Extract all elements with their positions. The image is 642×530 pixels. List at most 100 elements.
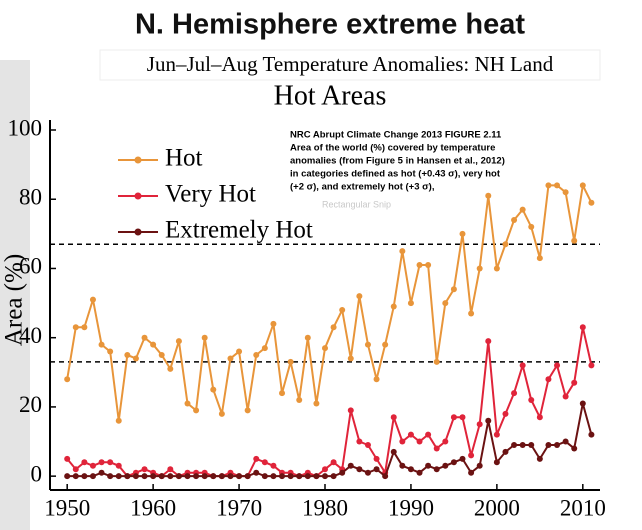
data-point — [511, 390, 518, 397]
data-point — [304, 334, 311, 341]
data-point — [459, 230, 466, 237]
data-point — [450, 459, 457, 466]
data-point — [261, 345, 268, 352]
data-point — [450, 286, 457, 293]
x-tick-label: 2010 — [560, 495, 606, 520]
data-point — [459, 414, 466, 421]
data-point — [390, 414, 397, 421]
data-point — [64, 473, 71, 480]
data-point — [339, 469, 346, 476]
data-point — [399, 462, 406, 469]
data-point — [485, 338, 492, 345]
x-tick-label: 1980 — [302, 495, 348, 520]
data-point — [364, 341, 371, 348]
data-point — [81, 324, 88, 331]
data-point — [493, 265, 500, 272]
data-point — [399, 438, 406, 445]
data-point — [502, 241, 509, 248]
data-point — [476, 421, 483, 428]
data-point — [141, 334, 148, 341]
data-point — [571, 237, 578, 244]
data-point — [64, 376, 71, 383]
legend-marker — [134, 156, 142, 164]
data-point — [493, 431, 500, 438]
data-point — [364, 442, 371, 448]
data-point — [347, 355, 354, 362]
data-point — [89, 462, 96, 469]
data-point — [407, 431, 414, 438]
data-point — [330, 473, 337, 480]
data-point — [261, 473, 268, 480]
data-point — [485, 192, 492, 199]
data-point — [545, 442, 552, 448]
y-axis-label: Area (%) — [1, 254, 28, 346]
data-point — [236, 473, 243, 480]
data-point — [399, 248, 406, 255]
data-point — [390, 303, 397, 310]
data-point — [218, 473, 225, 480]
overlay-text: Rectangular Snip — [322, 199, 391, 209]
x-tick-label: 1970 — [216, 495, 262, 520]
data-point — [347, 407, 354, 414]
note-line: NRC Abrupt Climate Change 2013 FIGURE 2.… — [290, 130, 502, 141]
data-point — [459, 455, 466, 462]
data-point — [270, 320, 277, 327]
data-point — [244, 407, 251, 414]
data-point — [296, 397, 303, 403]
data-point — [347, 462, 354, 469]
data-point — [562, 393, 569, 400]
data-point — [442, 462, 449, 469]
x-tick-label: 1950 — [44, 495, 90, 520]
data-point — [89, 296, 96, 303]
legend-label: Hot — [165, 145, 203, 172]
data-point — [98, 459, 105, 466]
data-point — [545, 376, 552, 383]
data-point — [175, 338, 182, 345]
data-point — [588, 362, 595, 369]
data-point — [167, 365, 174, 372]
data-point — [562, 189, 569, 196]
data-point — [132, 473, 139, 480]
data-point — [382, 341, 389, 348]
data-point — [502, 410, 509, 417]
data-point — [296, 473, 303, 480]
data-point — [150, 473, 157, 480]
data-point — [167, 466, 174, 473]
data-point — [72, 324, 79, 331]
data-point — [98, 341, 105, 348]
data-point — [253, 455, 260, 462]
data-point — [442, 438, 449, 445]
data-point — [313, 400, 320, 407]
x-tick-label: 1990 — [388, 495, 434, 520]
data-point — [356, 293, 363, 300]
data-point — [407, 466, 414, 473]
data-point — [468, 452, 475, 459]
data-point — [433, 445, 440, 452]
data-point — [141, 466, 148, 473]
data-point — [545, 182, 552, 189]
data-point — [107, 473, 114, 480]
data-point — [468, 469, 475, 476]
data-point — [579, 324, 586, 331]
data-point — [519, 206, 526, 213]
data-point — [81, 459, 88, 466]
data-point — [98, 469, 105, 476]
data-point — [485, 417, 492, 424]
data-point — [571, 445, 578, 452]
y-tick-label: 0 — [31, 461, 43, 486]
note-line: (+2 σ), and extremely hot (+3 σ), — [290, 182, 434, 193]
data-point — [227, 355, 234, 362]
data-point — [193, 473, 200, 480]
data-point — [124, 352, 131, 358]
data-point — [442, 300, 449, 307]
data-point — [201, 473, 208, 480]
data-point — [468, 310, 475, 317]
data-point — [115, 417, 122, 424]
data-point — [588, 431, 595, 438]
data-point — [339, 307, 346, 313]
data-point — [373, 466, 380, 473]
data-point — [511, 217, 518, 223]
data-point — [141, 473, 148, 480]
data-point — [390, 448, 397, 455]
